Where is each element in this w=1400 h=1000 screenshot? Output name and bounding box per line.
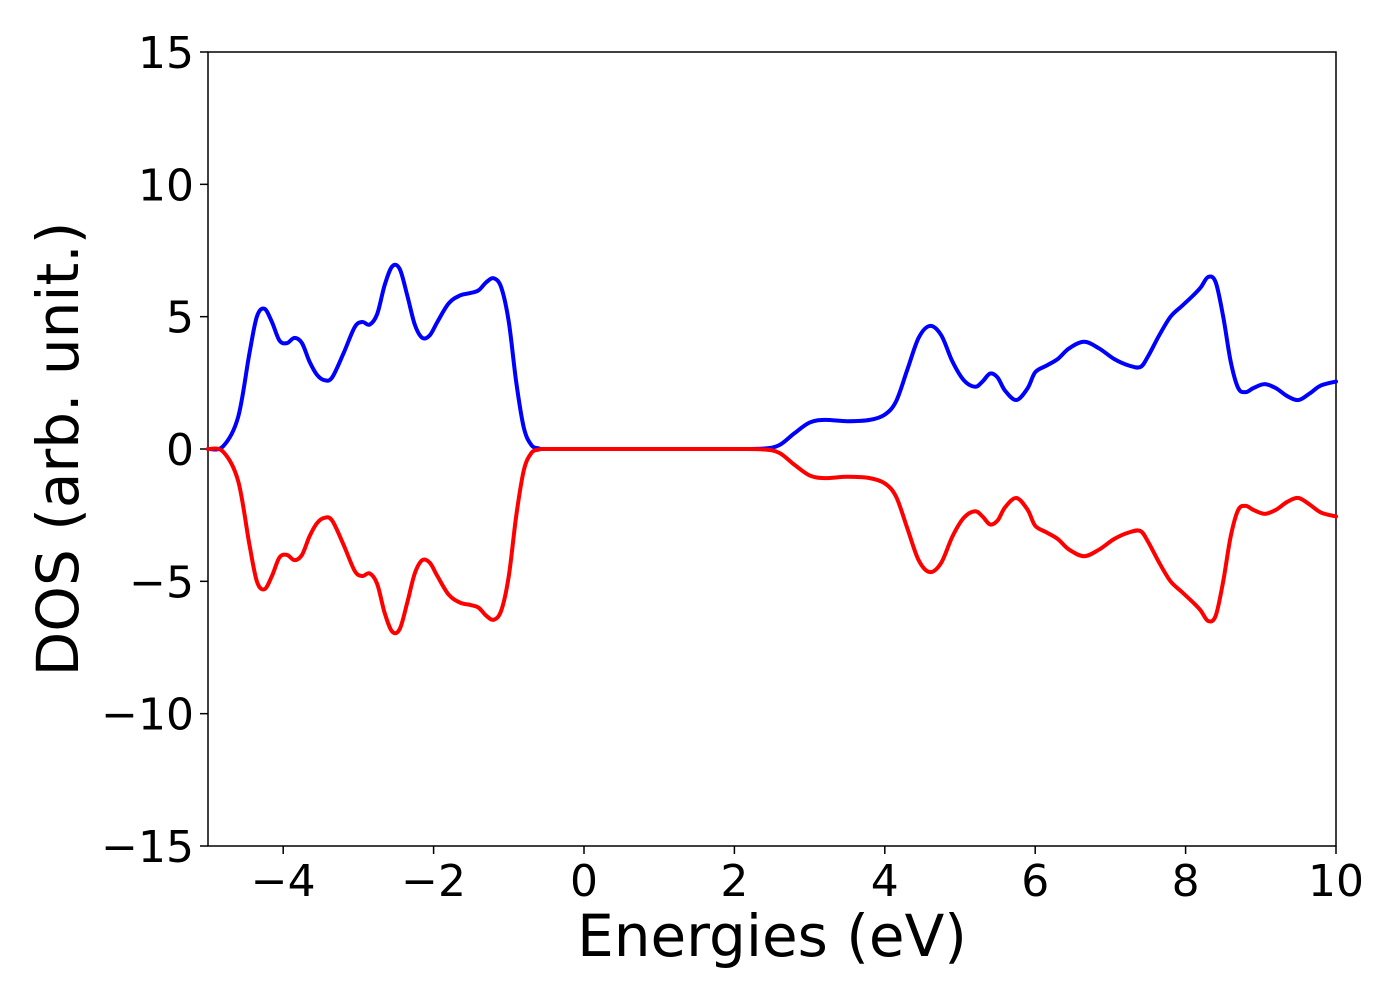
y-tick-label: 15 [138,28,194,79]
y-tick-label: −5 [129,557,194,608]
y-tick-label: 0 [166,425,194,476]
x-axis-ticks: −4 −2 0 2 4 6 8 10 [251,846,1364,907]
series-lines [206,262,1338,636]
x-tick-label: 6 [1021,856,1049,907]
x-tick-label: −4 [251,856,316,907]
x-axis-label: Energies (eV) [577,902,967,970]
y-axis-ticks: −15 −10 −5 0 5 10 15 [101,28,208,873]
x-tick-label: −2 [401,856,466,907]
dos-series-line-blue [206,262,1338,452]
dos-series-line-red [206,446,1338,636]
y-tick-label: 10 [138,160,194,211]
x-tick-label: 2 [720,856,748,907]
y-tick-label: 5 [166,293,194,344]
x-tick-label: 8 [1172,856,1200,907]
x-tick-label: 10 [1308,856,1364,907]
y-axis-label: DOS (arb. unit.) [24,222,92,677]
x-tick-label: 0 [570,856,598,907]
x-tick-label: 4 [871,856,899,907]
y-tick-label: −10 [101,690,194,741]
y-tick-label: −15 [101,822,194,873]
